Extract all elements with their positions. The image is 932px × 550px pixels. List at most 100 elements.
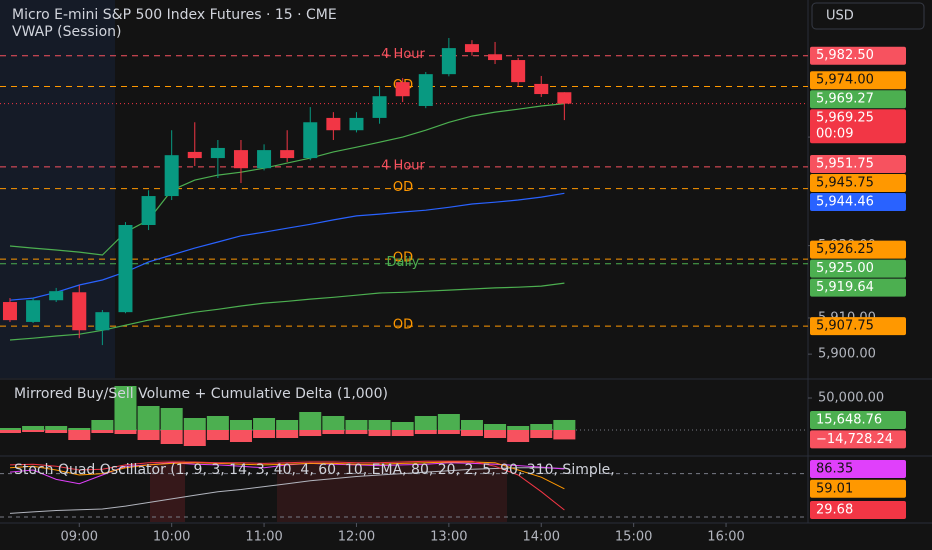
candle-body (557, 92, 572, 104)
candle-body (464, 44, 479, 53)
candle-body (395, 82, 410, 97)
volume-bar (414, 430, 437, 435)
chart-title: Micro E-mini S&P 500 Index Futures · 15 … (12, 7, 337, 23)
candle-body (534, 83, 549, 95)
volume-bar (437, 430, 460, 435)
volume-bar (460, 420, 483, 431)
volume-bar (553, 419, 576, 431)
volume-bar (0, 430, 21, 434)
axis-value-label: 5,969.25 (816, 111, 874, 126)
volume-bar (0, 428, 21, 431)
x-tick-label: 12:00 (338, 530, 375, 545)
axis-value-box (810, 500, 906, 519)
volume-bar (414, 416, 437, 431)
volume-bar (507, 426, 530, 431)
x-tick-label: 09:00 (61, 530, 98, 545)
axis-value-box (810, 240, 906, 259)
volume-bar (22, 430, 45, 433)
axis-value-label: 5,969.27 (816, 92, 874, 107)
volume-bar (45, 426, 68, 431)
candle-body (2, 302, 17, 321)
x-tick-label: 14:00 (523, 530, 560, 545)
currency-label[interactable]: USD (826, 9, 854, 24)
axis-value-box (810, 192, 906, 211)
volume-bar (368, 430, 391, 437)
volume-bar (160, 430, 183, 445)
axis-value-box (810, 430, 906, 449)
candle-body (233, 150, 248, 169)
volume-bar (68, 428, 91, 431)
axis-value-box (810, 410, 906, 429)
candle-body (72, 292, 87, 331)
volume-bar (45, 430, 68, 434)
volume-bar (183, 418, 206, 431)
candle-body (488, 54, 503, 61)
axis-value-box (810, 479, 906, 498)
volume-bar (276, 420, 299, 431)
volume-bar (530, 430, 553, 439)
x-tick-label: 13:00 (430, 530, 467, 545)
volume-bar (322, 430, 345, 435)
candle-body (26, 300, 41, 322)
volume-bar (253, 418, 276, 431)
candle-body (303, 122, 318, 159)
level-text: OD (393, 180, 413, 195)
volume-bar (183, 430, 206, 447)
level-text: OD (393, 318, 413, 333)
axis-value-box (810, 317, 906, 336)
volume-bar (299, 412, 322, 431)
axis-value-label: 5,919.64 (816, 280, 874, 295)
volume-bar (160, 408, 183, 431)
axis-value-box (810, 71, 906, 90)
volume-bar (229, 430, 252, 443)
volume-bar (137, 430, 160, 441)
volume-bar (484, 424, 507, 431)
candle-body (280, 150, 295, 159)
volume-bar (91, 420, 114, 431)
candle-body (326, 117, 341, 131)
oscillator-title: Stoch Quad Oscillator (1, 9, 3, 14, 3, 4… (14, 462, 615, 478)
x-tick-label: 15:00 (615, 530, 652, 545)
y-tick-label: 5,900.00 (818, 347, 876, 362)
volume-bar (507, 430, 530, 443)
volume-bar (460, 430, 483, 437)
axis-value-label: 5,925.00 (816, 261, 874, 276)
volume-bar (437, 414, 460, 431)
axis-value-label: 5,907.75 (816, 319, 874, 334)
level-text: OD (393, 251, 413, 266)
candle-body (511, 60, 526, 83)
currency-button-frame[interactable] (811, 2, 925, 30)
candle-body (95, 312, 110, 331)
axis-value-label: 5,926.25 (816, 242, 874, 257)
line (9, 462, 565, 485)
volume-bar (276, 430, 299, 439)
x-tick-label: 10:00 (153, 530, 190, 545)
candle-body (187, 151, 202, 159)
axis-value-label: 29.68 (816, 502, 853, 517)
currency-button[interactable]: USD (811, 2, 925, 30)
volume-bar (68, 430, 91, 441)
candle-body (164, 155, 179, 197)
volume-bar (206, 430, 229, 441)
volume-bar (114, 386, 137, 431)
axis-value-box (810, 46, 906, 65)
axis-value-box (810, 109, 906, 144)
line (9, 467, 565, 514)
volume-bar (391, 430, 414, 437)
axis-value-box (810, 278, 906, 297)
candle-body (418, 74, 433, 106)
axis-value-box (810, 90, 906, 109)
axis-value-label: 5,945.75 (816, 175, 874, 190)
axis-value-label: 5,982.50 (816, 48, 874, 63)
volume-bar (91, 430, 114, 434)
line (9, 192, 565, 301)
line (9, 103, 565, 256)
volume-bar (345, 430, 368, 435)
candle-body (441, 48, 456, 75)
volume-bar (345, 420, 368, 431)
oscillator-shade (277, 460, 507, 522)
volume-bar (484, 430, 507, 439)
